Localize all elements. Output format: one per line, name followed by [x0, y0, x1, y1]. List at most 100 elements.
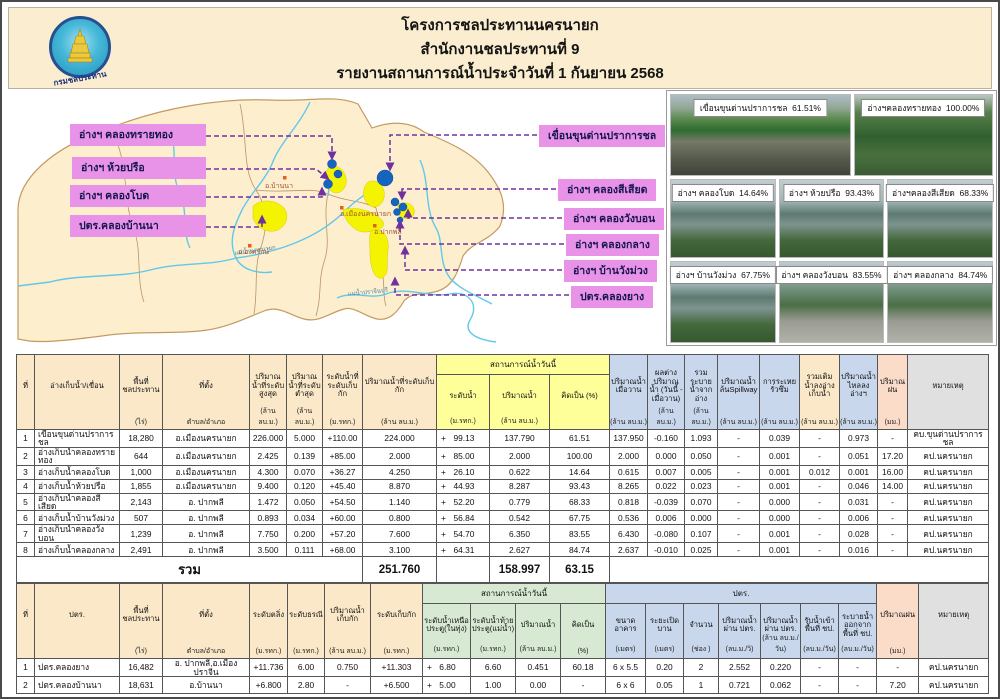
table-cell: 60.18	[559, 658, 607, 678]
table-cell: 0.001	[759, 446, 801, 466]
col-header: ปริมาณน้ำเก็บกัก	[330, 605, 365, 624]
photo-percent: 14.64%	[739, 188, 769, 198]
col-header: ปตร.	[69, 610, 85, 619]
table-cell: -	[324, 676, 371, 695]
table-cell: +56.84	[436, 510, 490, 526]
table-cell: 0.023	[684, 478, 719, 494]
table-cell: อ่างเก็บน้ำคลองกลาง	[34, 542, 120, 558]
table-cell: 0.046	[839, 478, 879, 494]
table-cell: 4.300	[249, 464, 287, 480]
photo-percent: 67.75%	[741, 270, 770, 280]
total-row: รวม 251.760 158.997 63.15	[16, 556, 990, 584]
photo-name: อ่างฯ คลองโบด	[677, 188, 735, 198]
table-cell: 2,143	[119, 492, 163, 512]
table-cell: 2.000	[609, 446, 649, 466]
province-map: อ.บ้านนา อ.เมืองนครนายก อ.ปากพลี อ.องครั…	[10, 90, 666, 348]
table-cell: อ.บ้านนา	[162, 676, 250, 695]
photo-percent: 84.74%	[958, 270, 988, 280]
district-labels: อ.บ้านนา อ.เมืองนครนายก อ.ปากพลี อ.องครั…	[238, 182, 402, 256]
table-cell: 2	[683, 658, 720, 678]
table-cell: 0.000	[759, 492, 801, 512]
town-markers	[248, 176, 377, 248]
table-cell: 0.000	[684, 510, 719, 526]
regulator-table: ที่ ปตร. พื้นที่ชลประทาน (ไร่) ที่ตั้ง ตำบ…	[16, 583, 990, 695]
table-row: 4 อ่างเก็บน้ำห้วยปรือ 1,855 อ.เมืองนครนายก 9…	[16, 478, 990, 494]
table-cell: 2	[16, 446, 35, 466]
table-cell: อ่างเก็บน้ำบ้านวังม่วง	[34, 510, 120, 526]
table-cell: 137.790	[489, 429, 550, 448]
photo-name: อ่างฯ คลองกลาง	[893, 270, 954, 280]
table-cell: 6	[16, 510, 35, 526]
col-header: อ่างเก็บน้ำ/เขื่อน	[50, 380, 104, 390]
table-cell: -	[559, 676, 607, 695]
table-cell: 0.001	[759, 542, 801, 558]
table-cell: อ.เมืองนครนายก	[162, 429, 250, 448]
reservoir-table: ที่ อ่างเก็บน้ำ/เขื่อน พื้นที่ชลประทาน (ไ…	[16, 354, 990, 584]
table-cell: อ่างเก็บน้ำคลองทรายทอง	[34, 446, 120, 466]
photo-khlong-bot: อ่างฯ คลองโบด 14.64%	[670, 179, 776, 258]
table-cell: 5	[16, 492, 35, 512]
col-header: ปริมาณฝน	[880, 610, 916, 619]
map-label-khun-dan: เขื่อนขุนด่านปราการชล	[539, 125, 666, 147]
photo-caption: อ่างฯคลองสีเสียด 68.33%	[886, 184, 995, 202]
title-line-project: โครงการชลประทานนครนายก	[401, 17, 599, 34]
table-cell: 0.050	[286, 492, 323, 512]
table-cell: อ่างเก็บน้ำคลองวังบอน	[34, 524, 120, 544]
table-cell: 0.721	[718, 676, 762, 695]
table-cell: +57.20	[322, 524, 363, 544]
table-cell: 6 x 5.5	[605, 658, 647, 678]
table-cell: 18,280	[119, 429, 163, 448]
col-header: ที่ตั้ง	[199, 610, 213, 619]
col-header: รวมระบายน้ำจากอ่าง	[689, 368, 713, 403]
table-cell: 0.070	[684, 492, 719, 512]
col-header: ที่	[22, 380, 28, 390]
district-label: อ.องครักษ์	[238, 248, 269, 256]
col-header: รับน้ำเข้าพื้นที่ ชป.	[804, 615, 835, 634]
header-band: กรมชลประทาน โครงการชลประทานนครนายก สำนัก…	[8, 7, 992, 89]
table-cell: 0.818	[609, 492, 649, 512]
table-cell: 1.093	[684, 429, 719, 448]
col-header: ปริมาณน้ำ	[502, 390, 537, 400]
title-line-report-date: รายงานสถานการณ์น้ำประจำวันที่ 1 กันยายน …	[336, 65, 664, 82]
table-cell: +44.93	[436, 478, 490, 494]
table-cell: 0.05	[645, 676, 685, 695]
col-header: ผลต่างปริมาณน้ำ (วันนี้ - เมื่อวาน)	[649, 368, 683, 403]
table-cell: อ.เมืองนครนายก	[162, 464, 250, 480]
table-cell: +11.303	[370, 658, 423, 678]
table-cell: 0.107	[684, 524, 719, 544]
title-line-office: สำนักงานชลประทานที่ 9	[420, 41, 580, 58]
col-header: พื้นที่ชลประทาน	[122, 605, 160, 624]
map-label-khlong-klang: อ่างฯ คลองกลาง	[566, 234, 659, 256]
table-cell: 224.000	[362, 429, 437, 448]
table-cell: 0.001	[839, 464, 879, 480]
table-row: 2 ปตร.คลองบ้านนา 18,631 อ.บ้านนา +6.800 2.80-…	[16, 676, 990, 695]
table-cell: 0.007	[647, 464, 686, 480]
table-cell: 0.051	[839, 446, 879, 466]
rid-logo: กรมชลประทาน	[43, 14, 117, 88]
photo-caption: อ่างฯ คลองวังบอน 83.55%	[775, 266, 888, 284]
table-cell: -	[877, 510, 909, 526]
table-cell: 0.006	[839, 510, 879, 526]
col-header: ปริมาณน้ำเมื่อวาน	[611, 376, 646, 394]
table-cell: 0.200	[286, 524, 323, 544]
photo-ban-wang-muang: อ่างฯ บ้านวังม่วง 67.75%	[669, 261, 776, 343]
table-cell: -	[800, 676, 840, 695]
photo-khlong-sai-thong: อ่างฯคลองทรายทอง 100.00%	[853, 94, 993, 176]
table-cell: 0.00	[515, 676, 561, 695]
table-cell: 0.050	[684, 446, 719, 466]
table-cell: +52.20	[436, 492, 490, 512]
photo-name: เขื่อนขุนด่านปราการชล	[699, 103, 788, 113]
table-cell: 1	[683, 676, 720, 695]
table-cell: คป.นครนายก	[907, 464, 990, 480]
table-cell: 644	[119, 446, 163, 466]
col-header: ปริมาณน้ำที่ระดับต่ำสุด	[288, 372, 321, 399]
col-header: ปริมาณน้ำที่ระดับสูงสุด	[251, 372, 285, 399]
table-cell: 507	[119, 510, 163, 526]
label-connectors	[198, 134, 569, 296]
table-cell: +68.00	[322, 542, 363, 558]
table-cell: -	[717, 429, 761, 448]
col-header: ที่	[22, 610, 28, 619]
table-cell: 0.893	[249, 510, 287, 526]
table-cell: 2.80	[287, 676, 325, 695]
table-cell: 0.012	[799, 464, 841, 480]
